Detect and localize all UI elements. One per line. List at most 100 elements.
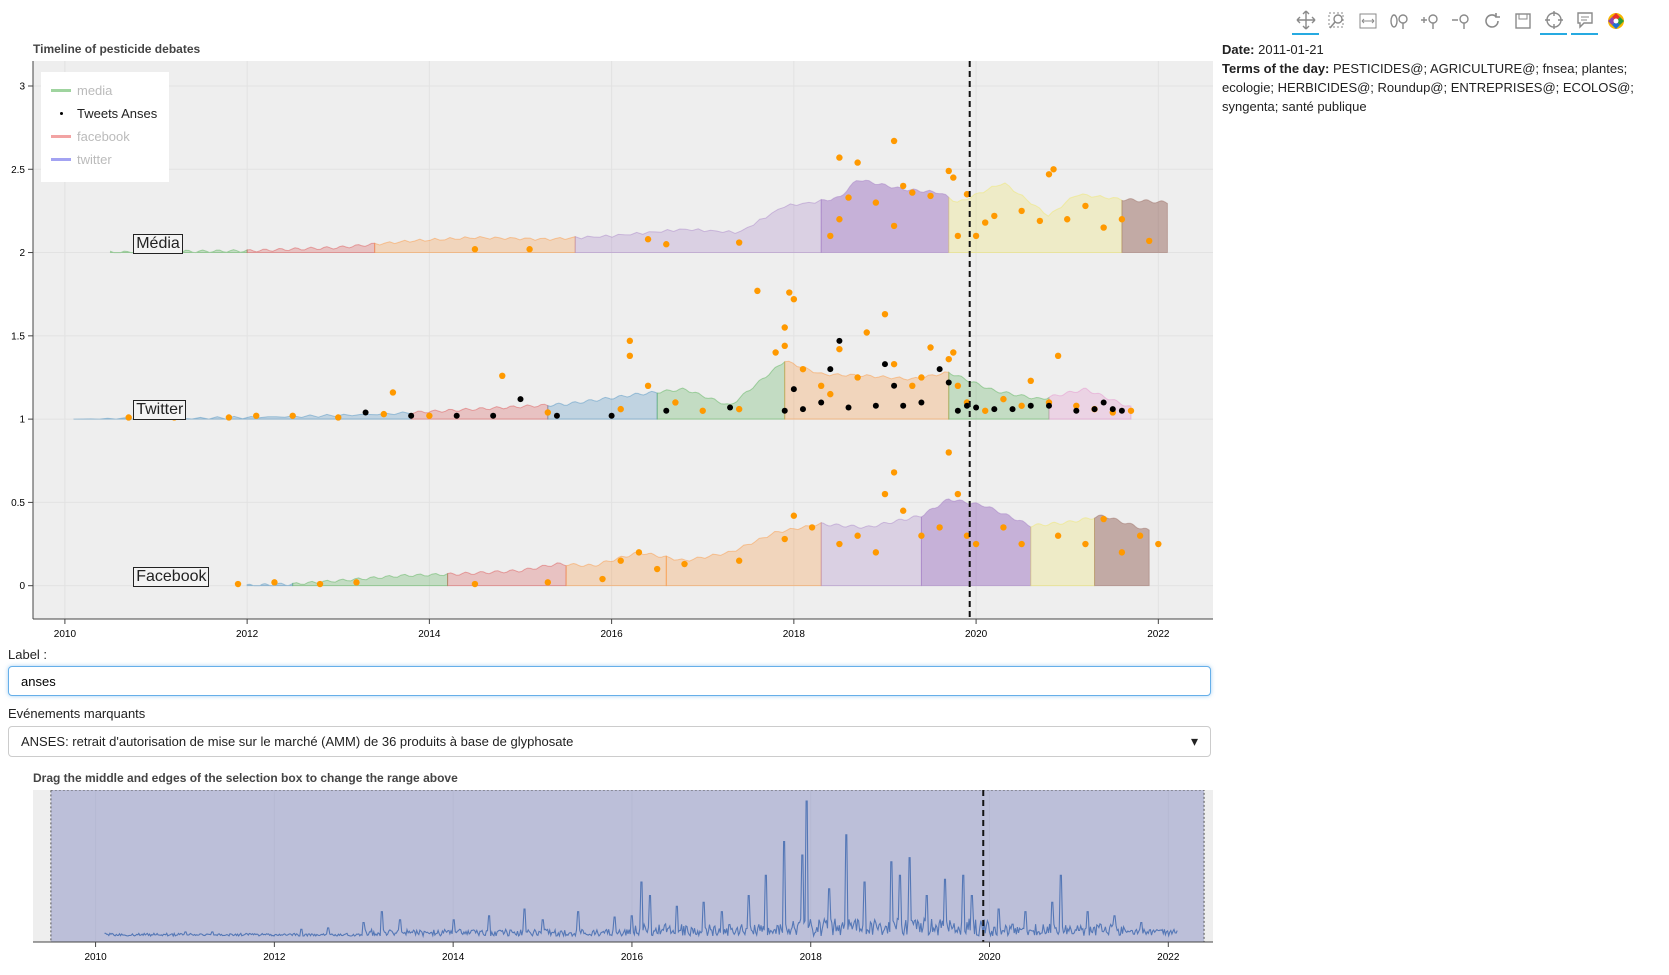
range-chart-svg[interactable] [33, 789, 1213, 943]
x-tick-label: 2016 [600, 629, 623, 640]
orange-point [836, 154, 843, 161]
range-x-tick-label: 2016 [621, 952, 644, 963]
orange-point [1146, 237, 1153, 245]
tweet-anses-point [490, 412, 497, 419]
x-tick-label: 2010 [54, 629, 77, 640]
range-chart-title: Drag the middle and edges of the selecti… [33, 771, 458, 785]
orange-point [253, 412, 260, 419]
legend-label: media [77, 82, 113, 98]
orange-point [890, 137, 898, 145]
orange-point [991, 212, 998, 220]
tweet-anses-point [836, 337, 843, 344]
legend-swatch-twitter [51, 157, 71, 161]
tool-pan[interactable] [1292, 7, 1319, 35]
orange-point [927, 192, 934, 200]
orange-point [918, 532, 925, 539]
range-selection-box [50, 789, 1205, 943]
tweet-anses-point [799, 406, 806, 413]
orange-point [1000, 395, 1007, 403]
orange-point [790, 295, 798, 303]
orange-point [872, 549, 880, 556]
orange-point [617, 405, 624, 413]
zoom-in-icon [1420, 14, 1438, 29]
stream-area-facebook [292, 572, 449, 587]
orange-point [663, 241, 670, 248]
plot-toolbar [1292, 6, 1629, 36]
main-chart-axes: 0 0.5 1 1.5 2 2.5 3 2010 2012 2014 2016 2018 2020 202… [11, 61, 1213, 640]
main-chart-svg[interactable] [33, 61, 1213, 619]
orange-point [1118, 549, 1126, 556]
legend-label: Tweets Anses [77, 105, 158, 121]
tweet-anses-point [362, 409, 369, 416]
orange-point [854, 374, 861, 381]
orange-point [380, 410, 388, 418]
orange-point [735, 557, 743, 564]
orange-point [1100, 515, 1107, 523]
date-value: 2011-01-21 [1258, 42, 1324, 57]
lane-label-facebook: Facebook [133, 566, 210, 587]
tweet-anses-point [1100, 399, 1107, 406]
tool-wheel-zoom[interactable] [1385, 8, 1412, 34]
legend-swatch-facebook [51, 134, 71, 138]
tool-zoom-out[interactable] [1447, 8, 1474, 34]
tweet-anses-point [1009, 406, 1016, 413]
orange-point [1082, 540, 1089, 548]
orange-point [644, 236, 652, 243]
tool-hover[interactable] [1571, 7, 1598, 35]
chevron-down-icon: ▾ [1190, 733, 1198, 749]
stream-area-media [1121, 198, 1168, 254]
legend-item-media[interactable]: media [51, 80, 112, 100]
tweet-anses-point [1073, 407, 1080, 414]
tweet-anses-point [790, 386, 797, 393]
orange-point [353, 579, 360, 586]
orange-point [772, 349, 779, 356]
orange-point [471, 580, 479, 588]
tool-save[interactable] [1509, 8, 1536, 34]
orange-point [954, 490, 962, 498]
legend-item-twitter[interactable]: twitter [51, 149, 112, 169]
legend-item-tweets-anses[interactable]: Tweets Anses [51, 103, 157, 123]
orange-point [945, 355, 952, 363]
orange-point [899, 507, 907, 514]
stream-area-media [948, 182, 1123, 254]
orange-point [1045, 171, 1053, 178]
reset-icon [1484, 13, 1500, 28]
orange-point [890, 222, 898, 230]
orange-point [335, 414, 342, 421]
stream-area-twitter [410, 403, 549, 420]
orange-point [544, 409, 552, 416]
range-chart[interactable] [33, 789, 1213, 943]
orange-point [125, 414, 132, 421]
orange-point [735, 405, 743, 413]
orange-point [827, 390, 834, 398]
events-select[interactable]: ANSES: retrait d'autorisation de mise su… [8, 726, 1211, 757]
y-tick-label: 1 [19, 415, 25, 426]
tweet-anses-point [872, 402, 879, 409]
orange-point [544, 579, 552, 586]
tweet-anses-point [663, 407, 670, 414]
tool-x-range[interactable] [1354, 8, 1381, 34]
box-zoom-icon [1328, 12, 1343, 29]
tool-crosshair[interactable] [1540, 7, 1567, 35]
tool-box-zoom[interactable] [1323, 8, 1350, 34]
label-input[interactable] [8, 666, 1211, 696]
tweet-anses-point [453, 412, 460, 419]
main-chart[interactable] [33, 61, 1213, 619]
terms-value: PESTICIDES@; AGRICULTURE@; fnsea; plante… [1222, 61, 1634, 114]
orange-point [471, 246, 479, 253]
orange-point [599, 575, 606, 583]
tweet-anses-point [963, 402, 970, 409]
tool-zoom-in[interactable] [1416, 8, 1443, 34]
x-tick-label: 2020 [965, 629, 988, 640]
tool-reset[interactable] [1478, 8, 1505, 34]
tool-bokeh-logo[interactable] [1602, 8, 1629, 34]
legend-item-facebook[interactable]: facebook [51, 126, 130, 146]
orange-point [225, 414, 233, 421]
orange-point [909, 382, 916, 390]
chart-legend: media Tweets Anses facebook twitter [41, 72, 169, 182]
x-tick-label: 2018 [783, 629, 806, 640]
hover-icon [1576, 12, 1593, 29]
tweet-anses-point [408, 412, 415, 419]
stream-area-media [374, 235, 576, 254]
wheel-zoom-icon [1389, 14, 1408, 29]
